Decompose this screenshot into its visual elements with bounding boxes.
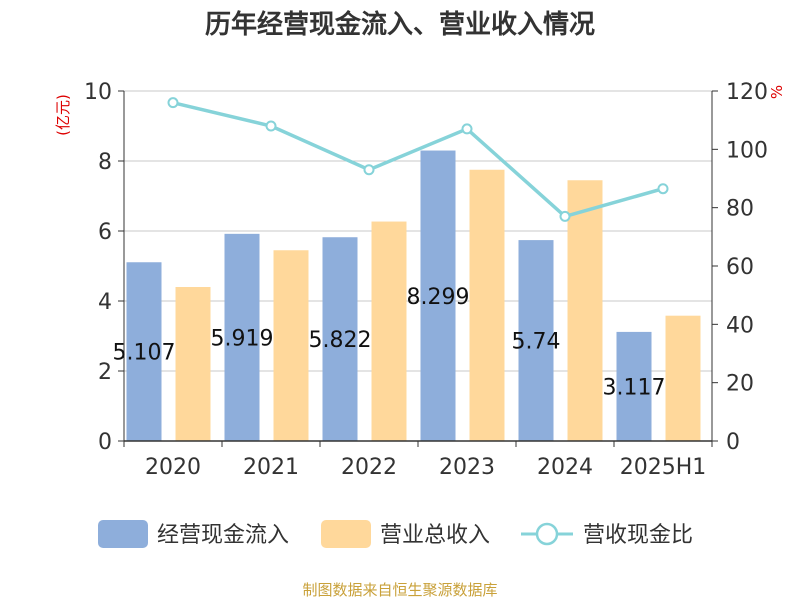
left-tick-label: 10 xyxy=(84,80,112,105)
bars-group xyxy=(126,150,701,441)
left-tick-label: 6 xyxy=(98,220,112,245)
left-tick-label: 8 xyxy=(98,150,112,175)
data-label-cash-inflow: 5.919 xyxy=(211,326,274,351)
bar-cash-inflow xyxy=(420,150,456,441)
gridlines xyxy=(124,90,712,372)
bar-cash-inflow xyxy=(126,262,162,441)
x-tick-label: 2021 xyxy=(243,455,299,480)
left-tick-label: 4 xyxy=(98,290,112,315)
source-note: 制图数据来自恒生聚源数据库 xyxy=(302,581,497,599)
data-label-cash-inflow: 5.107 xyxy=(113,341,176,366)
legend-swatch-cash-inflow xyxy=(98,520,148,548)
data-label-cash-inflow: 8.299 xyxy=(407,285,470,310)
ratio-line-group xyxy=(167,97,669,222)
ratio-line xyxy=(172,100,664,219)
bar-cash-inflow xyxy=(616,331,652,441)
ratio-point xyxy=(559,210,571,222)
data-labels-group: 5.107 5.919 5.822 8.299 5.74 3.117 xyxy=(113,285,666,401)
right-tick-label: 20 xyxy=(726,372,754,397)
bar-total-revenue xyxy=(567,180,603,441)
right-tick-label: 60 xyxy=(726,255,754,280)
bar-cash-inflow xyxy=(322,237,358,441)
ratio-point xyxy=(167,97,179,109)
left-tick-label: 2 xyxy=(98,360,112,385)
right-tick-label: 120 xyxy=(726,80,768,105)
legend-label-total-revenue: 营业总收入 xyxy=(380,523,490,548)
left-axis-unit: (亿元) xyxy=(54,94,72,136)
legend-swatch-ratio-marker xyxy=(535,522,559,546)
x-tick-label: 2025H1 xyxy=(620,455,707,480)
bar-cash-inflow xyxy=(224,233,260,441)
ratio-point xyxy=(265,120,277,132)
bar-total-revenue xyxy=(273,250,309,441)
right-tick-label: 80 xyxy=(726,197,754,222)
x-tick-label: 2022 xyxy=(341,455,397,480)
bar-cash-inflow xyxy=(518,240,554,441)
data-label-cash-inflow: 5.822 xyxy=(309,328,372,353)
ratio-point xyxy=(657,183,669,195)
bar-total-revenue xyxy=(371,221,407,441)
ratio-point xyxy=(363,164,375,176)
left-tick-label: 0 xyxy=(98,430,112,455)
ratio-point xyxy=(461,123,473,135)
chart-title: 历年经营现金流入、营业收入情况 xyxy=(205,9,595,40)
legend-label-ratio: 营收现金比 xyxy=(583,523,693,548)
data-label-cash-inflow: 3.117 xyxy=(603,375,666,400)
x-tick-label: 2024 xyxy=(537,455,593,480)
right-axis-unit: % xyxy=(768,85,786,99)
bar-total-revenue xyxy=(175,287,211,441)
legend-label-cash-inflow: 经营现金流入 xyxy=(157,523,289,548)
x-tick-label: 2020 xyxy=(145,455,201,480)
data-label-cash-inflow: 5.74 xyxy=(512,330,561,355)
x-tick-label: 2023 xyxy=(439,455,495,480)
bar-total-revenue xyxy=(469,169,505,441)
bar-total-revenue xyxy=(665,315,701,441)
right-tick-label: 40 xyxy=(726,313,754,338)
legend: 经营现金流入 营业总收入 营收现金比 xyxy=(98,520,693,548)
right-tick-label: 100 xyxy=(726,138,768,163)
right-tick-label: 0 xyxy=(726,430,740,455)
legend-swatch-total-revenue xyxy=(321,520,371,548)
